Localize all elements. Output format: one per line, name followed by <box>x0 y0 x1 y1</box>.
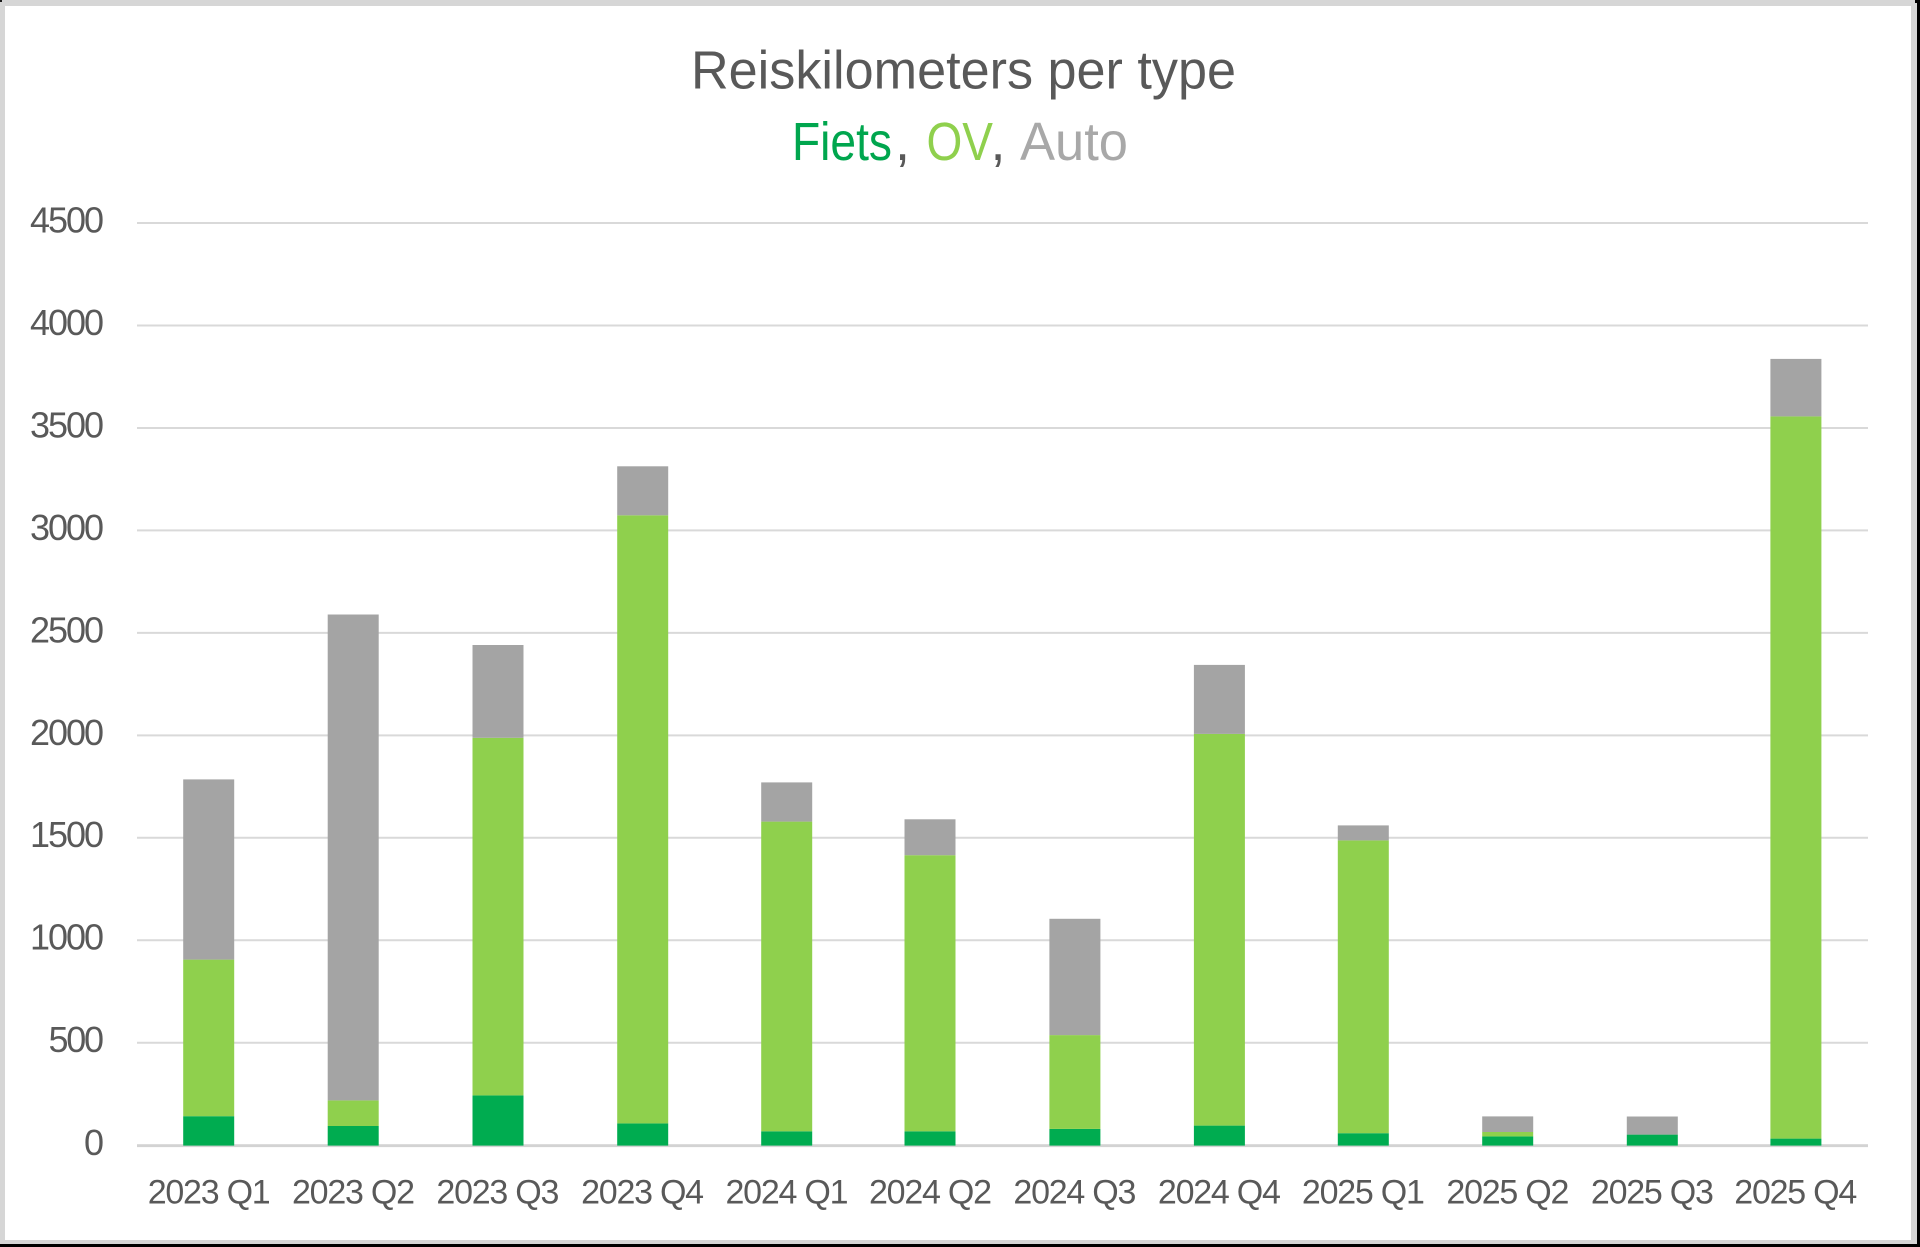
svg-text:2025 Q1: 2025 Q1 <box>1302 1174 1425 1212</box>
svg-text:2023 Q2: 2023 Q2 <box>292 1174 415 1212</box>
svg-text:0: 0 <box>84 1122 104 1163</box>
svg-text:4000: 4000 <box>30 302 104 343</box>
svg-text:2023 Q1: 2023 Q1 <box>148 1174 271 1212</box>
svg-text:2023 Q3: 2023 Q3 <box>436 1174 559 1212</box>
svg-text:2024 Q4: 2024 Q4 <box>1158 1174 1281 1212</box>
svg-text:2025 Q2: 2025 Q2 <box>1446 1174 1569 1212</box>
svg-text:3000: 3000 <box>30 507 104 548</box>
svg-text:2025 Q3: 2025 Q3 <box>1591 1174 1714 1212</box>
svg-text:2025 Q4: 2025 Q4 <box>1734 1174 1857 1212</box>
svg-text:500: 500 <box>49 1019 105 1060</box>
svg-text:2024 Q3: 2024 Q3 <box>1013 1174 1136 1212</box>
svg-text:2024 Q2: 2024 Q2 <box>869 1174 992 1212</box>
svg-text:Fiets,OV,Auto: Fiets, OV, Auto <box>792 112 1128 172</box>
svg-text:1500: 1500 <box>30 814 104 855</box>
svg-text:2500: 2500 <box>30 609 104 650</box>
svg-text:2000: 2000 <box>30 712 104 753</box>
svg-text:3500: 3500 <box>30 404 104 445</box>
svg-text:2024 Q1: 2024 Q1 <box>726 1174 849 1212</box>
svg-text:2023 Q4: 2023 Q4 <box>581 1174 704 1212</box>
svg-text:4500: 4500 <box>30 199 104 240</box>
svg-text:Reiskilometers per type: Reiskilometers per type <box>691 41 1236 101</box>
svg-text:1000: 1000 <box>30 917 104 958</box>
